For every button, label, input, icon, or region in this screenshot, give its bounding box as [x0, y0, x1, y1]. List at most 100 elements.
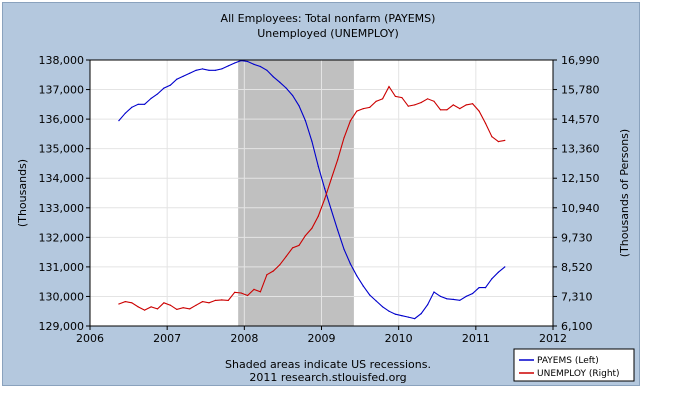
legend-box	[513, 348, 635, 382]
payems-point	[472, 292, 474, 295]
unemploy-point	[240, 292, 242, 294]
unemploy-point	[420, 101, 422, 104]
payems-point	[497, 271, 499, 273]
unemploy-point	[259, 291, 261, 293]
payems-point	[414, 318, 416, 320]
unemploy-point	[349, 120, 351, 122]
unemploy-point	[234, 291, 236, 293]
y-left-tick-label: 137,000	[39, 84, 85, 97]
payems-point	[131, 106, 133, 108]
payems-point	[118, 120, 120, 122]
unemploy-point	[279, 264, 281, 266]
y-right-tick-label: 10,940	[561, 202, 600, 215]
payems-point	[337, 229, 339, 231]
x-tick-label: 2009	[308, 332, 336, 345]
unemploy-point	[446, 109, 448, 111]
page-text-fragment	[8, 396, 38, 406]
y-right-tick-label: 8,520	[561, 261, 593, 274]
plot-border	[89, 59, 554, 327]
y-right-tick-label: 12,150	[561, 172, 600, 185]
payems-point	[484, 287, 487, 289]
y-axis-right-label: (Thousands of Persons)	[618, 129, 631, 257]
payems-point	[201, 68, 204, 70]
unemploy-point	[362, 108, 364, 110]
payems-point	[465, 295, 467, 297]
unemploy-point	[176, 308, 178, 310]
unemploy-point	[324, 198, 326, 200]
payems-point	[259, 65, 261, 68]
payems-point	[266, 69, 268, 71]
unemploy-point	[298, 244, 300, 246]
payems-point	[439, 295, 442, 297]
unemploy-point	[472, 103, 474, 105]
unemploy-point	[317, 215, 319, 217]
unemploy-point	[394, 95, 396, 97]
unemploy-point	[137, 306, 139, 308]
y-axis-left-label: (Thousands)	[16, 159, 29, 227]
payems-point	[176, 78, 178, 80]
payems-point	[298, 105, 300, 107]
unemploy-point	[343, 137, 345, 139]
unemploy-point	[414, 104, 416, 106]
payems-point	[356, 275, 358, 277]
unemploy-point	[427, 98, 429, 100]
y-right-tick-label: 9,730	[561, 231, 593, 244]
unemploy-point	[433, 100, 435, 102]
y-right-tick-label: 15,780	[561, 84, 600, 97]
y-left-tick-label: 132,000	[39, 231, 85, 244]
unemploy-point	[491, 136, 493, 138]
payems-point	[459, 299, 461, 301]
payems-point	[388, 310, 390, 312]
payems-point	[433, 291, 435, 293]
unemploy-point	[459, 108, 461, 110]
unemploy-point	[330, 178, 332, 180]
payems-point	[285, 87, 287, 89]
payems-point	[349, 263, 351, 265]
payems-point	[420, 313, 422, 315]
unemploy-point	[144, 309, 146, 311]
unemploy-point	[375, 100, 377, 102]
unemploy-point	[169, 304, 171, 306]
payems-point	[446, 298, 448, 300]
payems-point	[234, 62, 236, 64]
payems-point	[478, 287, 480, 289]
payems-point	[343, 248, 345, 250]
unemploy-point	[439, 109, 442, 111]
unemploy-point	[182, 307, 184, 309]
payems-point	[253, 63, 255, 65]
payems-point	[317, 165, 319, 167]
unemploy-point	[189, 308, 191, 310]
payems-point	[221, 68, 223, 70]
legend: PAYEMS (Left) UNEMPLOY (Right)	[513, 348, 635, 382]
unemploy-point	[465, 104, 467, 106]
payems-point	[452, 298, 454, 300]
unemploy-point	[388, 86, 390, 88]
payems-point	[156, 93, 159, 95]
unemploy-point	[382, 98, 384, 100]
payems-point	[375, 300, 377, 302]
x-tick-label: 2010	[385, 332, 413, 345]
footnote-recessions: Shaded areas indicate US recessions.	[225, 358, 431, 371]
chart-subtitle: Unemployed (UNEMPLOY)	[257, 27, 398, 40]
unemploy-point	[304, 235, 306, 237]
payems-point	[292, 94, 294, 97]
payems-point	[324, 188, 326, 190]
payems-point	[401, 315, 403, 317]
y-left-tick-label: 130,000	[39, 290, 85, 303]
unemploy-point	[504, 139, 506, 141]
y-left-tick-label: 135,000	[39, 143, 85, 156]
payems-point	[189, 72, 191, 74]
unemploy-point	[118, 303, 120, 305]
unemploy-point	[195, 304, 197, 306]
payems-point	[279, 81, 281, 83]
unemploy-point	[163, 302, 165, 304]
payems-point	[362, 285, 364, 287]
unemploy-point	[478, 110, 480, 112]
payems-point	[137, 103, 139, 105]
y-right-tick-label: 6,100	[561, 320, 593, 333]
payems-point	[247, 60, 249, 63]
y-left-tick-label: 136,000	[39, 113, 85, 126]
payems-point	[330, 208, 332, 210]
unemploy-point	[369, 106, 371, 108]
unemploy-point	[337, 159, 339, 161]
